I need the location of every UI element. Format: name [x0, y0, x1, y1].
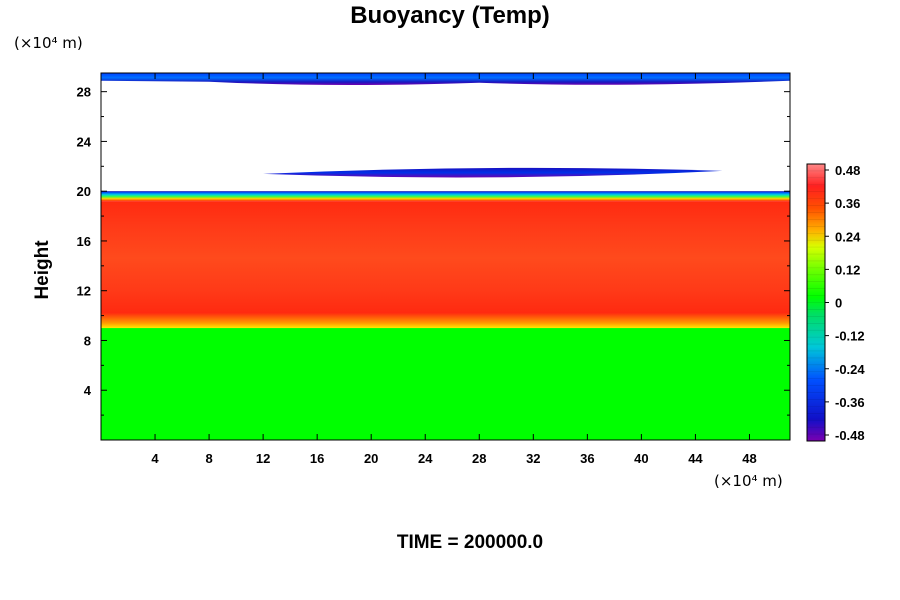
colorbar: 0.48 0.36 0.24 0.12 0 -0.12 -0.24 -0.36 -0.48 [806, 163, 865, 443]
x-tick-label: 40 [634, 451, 648, 466]
colorbar-tick-label: -0.48 [835, 428, 865, 443]
x-tick-label: 24 [418, 451, 433, 466]
y-tick-label: 24 [77, 134, 92, 149]
colorbar-tick-label: -0.36 [835, 395, 865, 410]
x-tick-label: 12 [256, 451, 270, 466]
colorbar-tick-label: 0.48 [835, 163, 860, 178]
y-tick-label: 16 [77, 234, 91, 249]
y-axis-unit: (×10⁴ m) [14, 34, 83, 52]
colorbar-tick-label: 0.12 [835, 262, 860, 277]
region-warm-layer [101, 201, 790, 329]
colorbar-tick-label: 0.24 [835, 229, 861, 244]
region-top-cold-band [101, 73, 790, 85]
y-tick-label: 20 [77, 184, 91, 199]
x-tick-label: 8 [205, 451, 212, 466]
plot-frame [100, 72, 791, 441]
region-lower-layer [101, 328, 790, 440]
x-tick-label: 16 [310, 451, 324, 466]
region-upper-transition [101, 191, 790, 202]
x-axis-unit: (×10⁴ m) [714, 472, 783, 490]
y-tick-label: 4 [84, 383, 92, 398]
colorbar-tick-label: -0.24 [835, 362, 865, 377]
colorbar-tick-label: -0.12 [835, 329, 865, 344]
y-tick-label: 28 [77, 85, 91, 100]
x-tick-label: 32 [526, 451, 540, 466]
x-tick-label: 48 [742, 451, 756, 466]
x-tick-label: 36 [580, 451, 594, 466]
colorbar-tick-label: 0 [835, 296, 842, 311]
y-tick-label: 8 [84, 333, 91, 348]
y-tick-label: 12 [77, 284, 91, 299]
x-tick-label: 20 [364, 451, 378, 466]
x-tick-label: 44 [688, 451, 703, 466]
colorbar-tick-label: 0.36 [835, 196, 860, 211]
x-tick-label: 4 [151, 451, 159, 466]
region-mid-cold-band [263, 167, 723, 178]
time-label: TIME = 200000.0 [396, 532, 544, 553]
chart-title: Buoyancy (Temp) [350, 2, 550, 29]
heatmap-field [101, 73, 790, 440]
x-tick-label: 28 [472, 451, 486, 466]
